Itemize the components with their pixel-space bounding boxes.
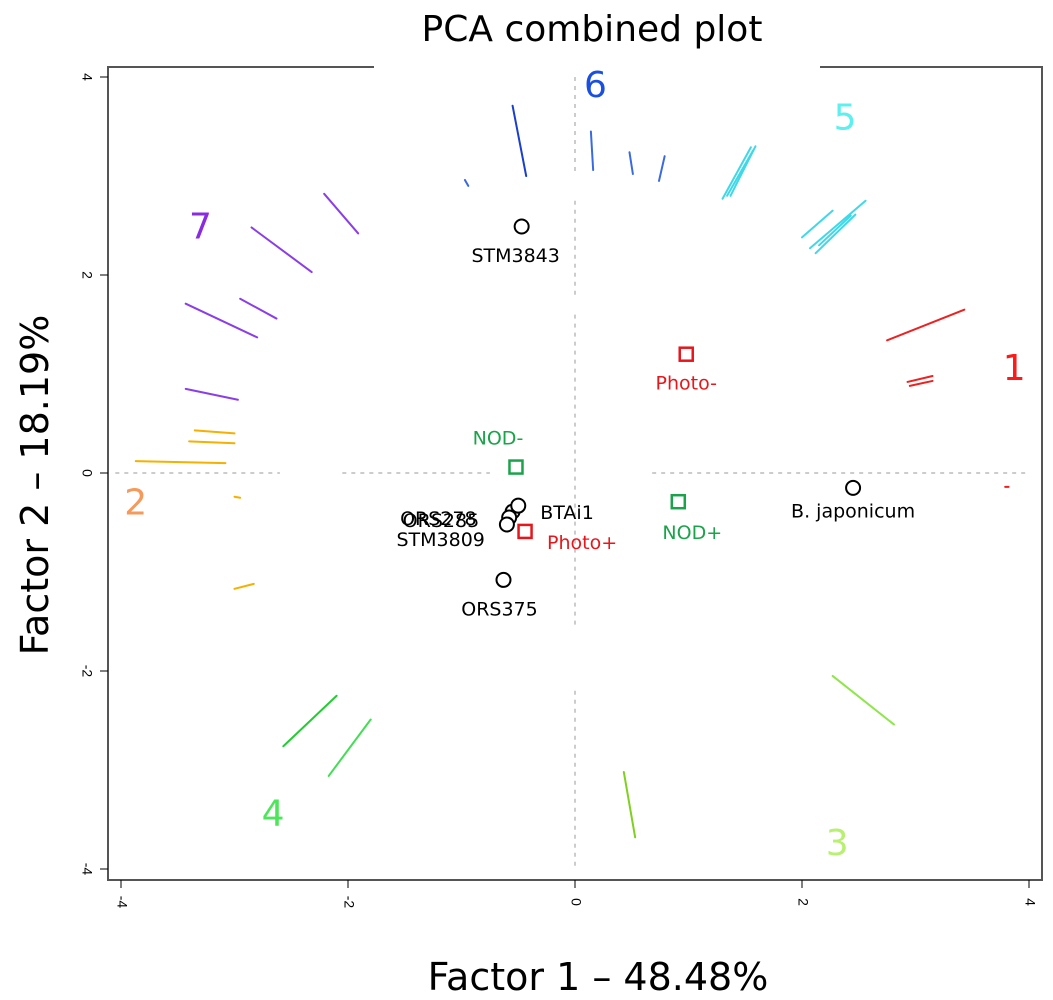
variable-segment-group-6 [628, 151, 634, 176]
strain-label: ORS278 [400, 508, 476, 530]
variable-segment-group-6 [589, 130, 595, 172]
y-tick-label: -4 [79, 863, 95, 876]
group-label-3: 3 [826, 823, 849, 864]
strain-point [498, 516, 515, 533]
variable-segment-group-5 [814, 213, 857, 255]
strain-label: ORS375 [461, 598, 537, 620]
supplementary-point [678, 346, 694, 362]
variable-segment-group-2 [134, 460, 227, 465]
variable-segment-group-4 [282, 694, 338, 748]
variable-segment-group-5 [729, 145, 757, 197]
variable-segment-group-7 [250, 226, 313, 274]
plot-frame [107, 66, 1043, 881]
y-tick-label: 4 [79, 73, 95, 81]
group-label-6: 6 [584, 65, 607, 106]
variable-segment-group-6 [463, 178, 470, 187]
strain-point [845, 479, 862, 496]
variable-segment-group-5 [801, 209, 834, 239]
group-label-7: 7 [189, 206, 212, 247]
variable-segment-group-4 [327, 718, 372, 777]
axes: -4 -2 0 2 4 -4 -2 0 2 4 [79, 73, 1038, 908]
variable-segments [134, 104, 1010, 839]
variable-segment-group-7 [184, 302, 259, 339]
x-axis-title: Factor 1 – 48.48% [428, 955, 769, 999]
supplementary-point [508, 459, 524, 475]
variable-segment-group-6 [657, 155, 666, 182]
supplementary-point [670, 493, 687, 510]
variable-segment-group-1 [906, 374, 934, 383]
group-label-5: 5 [834, 98, 857, 139]
variable-segment-group-2 [188, 440, 236, 445]
variable-segment-group-5 [818, 214, 852, 247]
y-tick-label: -2 [79, 665, 95, 678]
variable-segment-group-3 [622, 770, 637, 839]
supplementary-label: Photo- [656, 373, 717, 395]
x-tick-label: -4 [114, 896, 130, 909]
variable-segment-group-7 [184, 387, 239, 401]
variable-segment-group-7 [323, 192, 360, 235]
variable-segment-group-5 [808, 199, 867, 250]
strain-label: STM3843 [471, 245, 559, 267]
x-tick-label: 0 [568, 898, 584, 906]
supplementary-label: Photo+ [547, 532, 617, 554]
variable-segment-group-1 [908, 379, 934, 387]
strain-label: STM3809 [396, 529, 484, 551]
group-label-2: 2 [124, 483, 147, 524]
strain-point [495, 571, 512, 588]
strain-point [513, 218, 530, 235]
group-label-1: 1 [1003, 348, 1026, 389]
y-axis-title: Factor 2 – 18.19% [13, 315, 57, 656]
group-labels: 1 2 3 4 5 6 7 [124, 65, 1025, 864]
y-tick-label: 2 [79, 271, 95, 279]
strain-label: B. japonicum [791, 500, 915, 522]
variable-segment-group-2 [233, 495, 242, 499]
variable-segment-group-2 [193, 429, 236, 435]
x-tick-label: 2 [795, 898, 811, 906]
group-label-4: 4 [262, 794, 285, 835]
y-tick-label: 0 [79, 469, 95, 477]
strain-label: ORS285 [403, 510, 479, 532]
variable-segment-group-3 [831, 674, 895, 726]
supplementary-label: NOD- [473, 428, 524, 450]
variable-segment-group-2 [233, 582, 255, 590]
strain-label: BTAi1 [540, 502, 594, 524]
variable-segment-group-1 [886, 308, 966, 342]
chart-title: PCA combined plot [422, 9, 763, 50]
supplementary-label: NOD+ [662, 522, 722, 544]
variable-segment-group-5 [721, 146, 752, 200]
x-tick-label: -2 [341, 896, 357, 909]
zero-lines [115, 77, 1029, 869]
supplementary-point [517, 523, 533, 540]
variable-segment-group-6 [511, 104, 528, 177]
x-tick-label: 4 [1022, 898, 1038, 906]
variable-segment-group-7 [239, 297, 278, 320]
strain-point [510, 497, 527, 514]
